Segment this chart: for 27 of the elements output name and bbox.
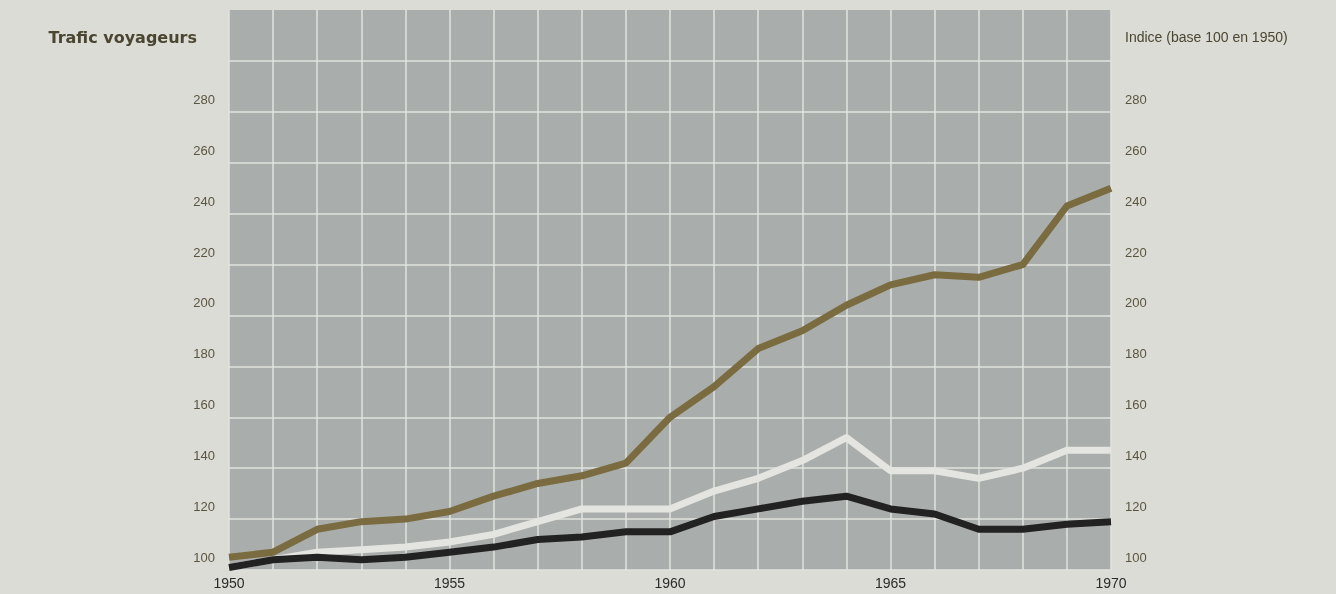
x-tick-label: 1960 bbox=[654, 575, 686, 591]
y-tick-label: 180 bbox=[193, 346, 215, 362]
x-tick-label: 1970 bbox=[1095, 575, 1127, 591]
y-tick-label: 220 bbox=[193, 244, 215, 260]
y2-tick-label: 180 bbox=[1125, 346, 1147, 362]
y-axis-title: Trafic voyageurs bbox=[48, 27, 197, 47]
y-tick-label: 140 bbox=[193, 448, 215, 464]
y2-tick-label: 220 bbox=[1125, 244, 1147, 260]
y2-axis-title: Indice (base 100 en 1950) bbox=[1125, 29, 1288, 45]
y2-tick-label: 120 bbox=[1125, 499, 1147, 515]
y2-tick-label: 160 bbox=[1125, 397, 1147, 413]
y2-tick-label: 200 bbox=[1125, 295, 1147, 311]
y2-tick-label: 100 bbox=[1125, 550, 1147, 565]
y-tick-label: 260 bbox=[193, 142, 215, 158]
x-tick-label: 1955 bbox=[433, 575, 466, 591]
y-tick-label: 240 bbox=[193, 193, 215, 209]
y-tick-label: 280 bbox=[193, 91, 215, 107]
x-tick-label: 1950 bbox=[213, 575, 245, 591]
y2-tick-label: 140 bbox=[1125, 448, 1147, 464]
y-tick-label: 120 bbox=[193, 499, 215, 515]
y2-tick-label: 240 bbox=[1125, 193, 1147, 209]
y2-tick-label: 280 bbox=[1125, 91, 1147, 107]
y-tick-label: 100 bbox=[193, 550, 215, 565]
x-tick-label: 1965 bbox=[874, 575, 907, 591]
y-tick-label: 200 bbox=[193, 295, 215, 311]
y2-tick-label: 260 bbox=[1125, 142, 1147, 158]
y-tick-label: 160 bbox=[193, 397, 215, 413]
